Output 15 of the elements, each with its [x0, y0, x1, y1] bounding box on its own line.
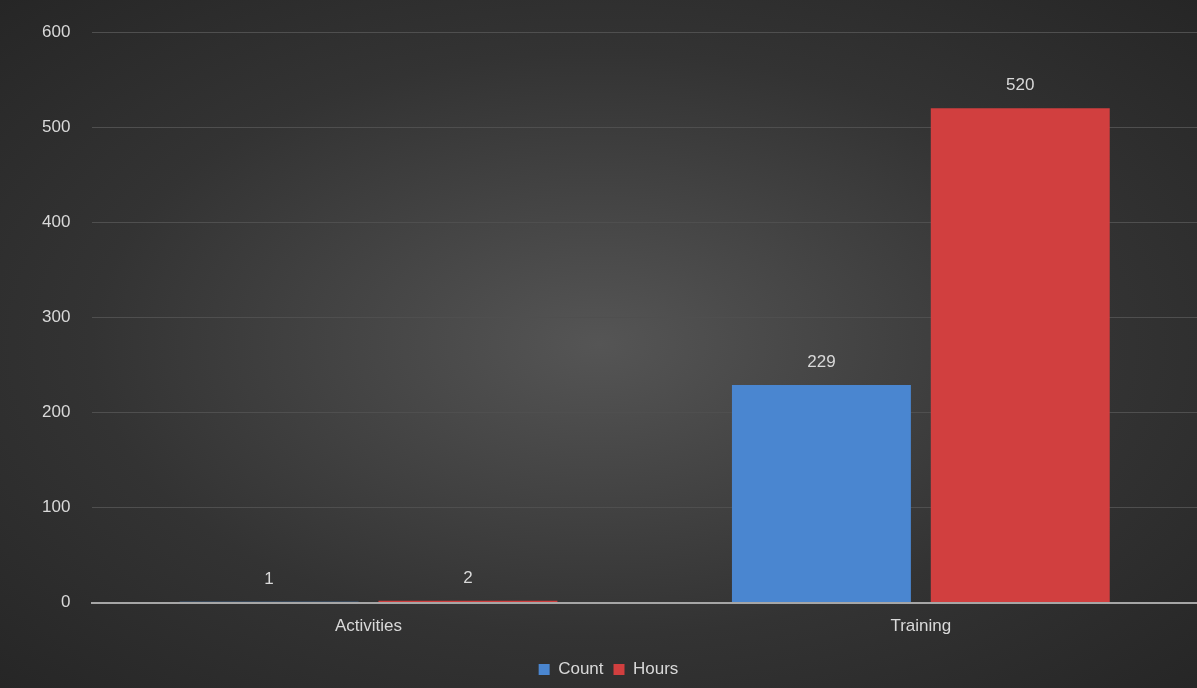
legend-label: Hours [633, 659, 679, 679]
y-tick-label: 300 [41, 307, 71, 327]
data-label: 229 [807, 352, 836, 372]
y-tick-label: 500 [41, 116, 71, 136]
y-tick-label: 100 [41, 497, 71, 517]
y-tick-label: 400 [41, 212, 71, 232]
legend-label: Count [558, 659, 604, 679]
data-label: 520 [1006, 75, 1035, 95]
y-tick-label: 0 [60, 592, 71, 612]
y-tick-label: 200 [41, 402, 71, 422]
x-tick-label: Activities [334, 616, 403, 636]
data-label: 1 [264, 568, 274, 588]
y-tick-label: 600 [41, 21, 71, 41]
x-tick-label: Training [890, 616, 952, 636]
data-label: 2 [463, 567, 473, 587]
